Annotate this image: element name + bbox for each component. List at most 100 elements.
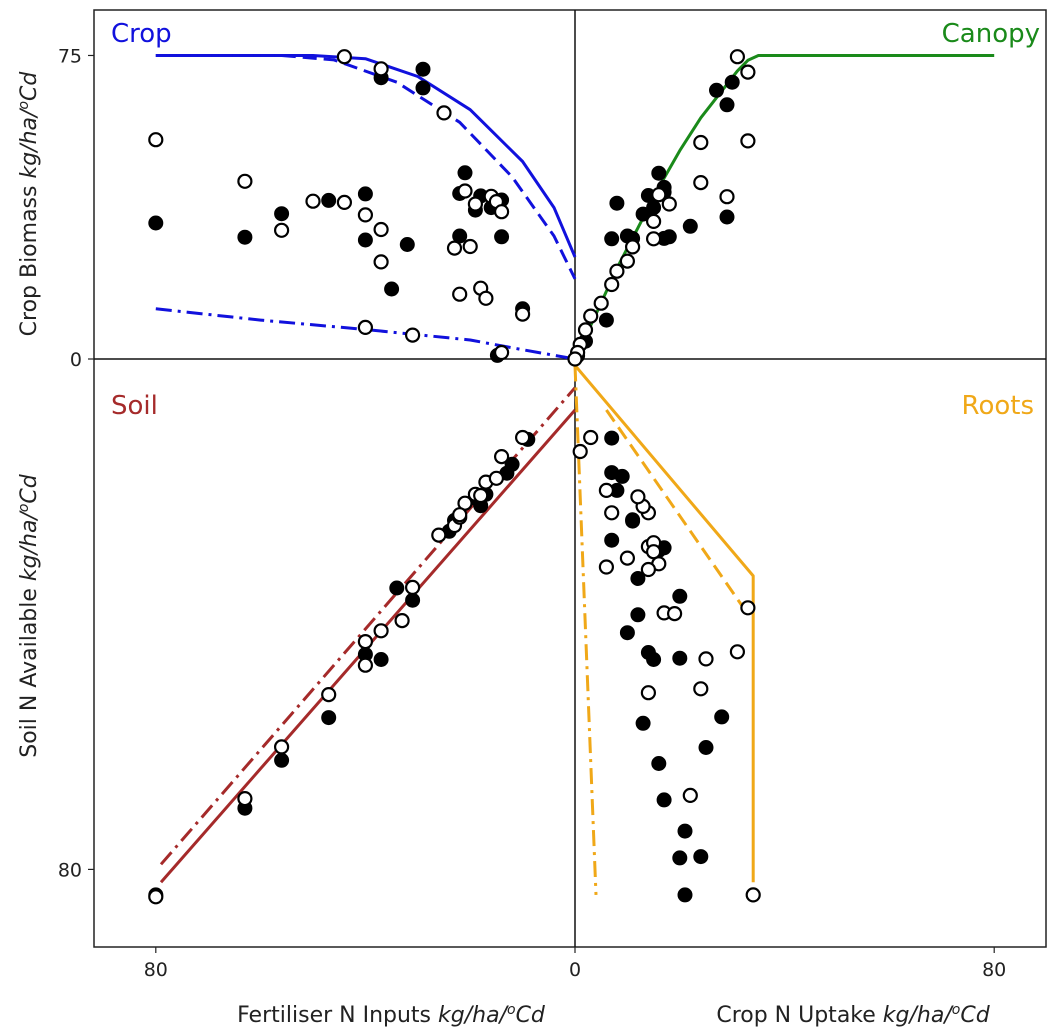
data-point-filled — [709, 82, 724, 98]
data-point-open — [630, 489, 646, 505]
data-point-filled — [415, 61, 431, 77]
data-point-filled — [630, 607, 646, 623]
data-point-filled — [635, 206, 651, 222]
data-point-open — [274, 222, 290, 238]
data-point-open — [405, 579, 421, 596]
data-point-open — [357, 633, 373, 650]
data-point-open — [457, 183, 473, 199]
data-point-filled — [619, 625, 635, 641]
data-point-open — [488, 470, 504, 486]
data-point-open — [373, 61, 389, 77]
data-point-open — [745, 887, 761, 903]
plot-frame — [93, 9, 1047, 948]
data-point-filled — [274, 206, 290, 222]
data-point-open — [619, 253, 636, 269]
data-point-open — [357, 319, 373, 335]
data-point-open — [740, 64, 756, 80]
data-point-filled — [630, 571, 646, 586]
data-point-open — [604, 505, 620, 521]
x-label-right: Crop N Uptake kg/ha/oCd — [716, 1002, 990, 1028]
data-point-open — [373, 254, 389, 270]
y-label-top: Crop Biomass kg/ha/oCd — [16, 71, 42, 337]
data-point-filled — [384, 281, 400, 297]
data-point-open — [514, 306, 531, 322]
quadrant-label-roots: Roots — [962, 391, 1034, 421]
data-point-open — [305, 193, 321, 209]
data-point-open — [567, 351, 583, 367]
data-point-filled — [656, 792, 672, 808]
data-point-open — [336, 194, 352, 210]
data-point-filled — [672, 588, 688, 604]
data-point-filled — [604, 231, 620, 247]
data-point-open — [593, 295, 609, 311]
data-point-open — [645, 544, 662, 560]
data-point-open — [473, 487, 489, 504]
data-point-filled — [682, 218, 698, 234]
data-point-open — [452, 286, 468, 302]
data-point-filled — [389, 580, 405, 596]
data-point-filled — [677, 823, 693, 839]
data-point-filled — [724, 74, 740, 90]
data-point-filled — [672, 850, 688, 866]
data-point-open — [478, 290, 494, 306]
data-point-open — [645, 231, 662, 247]
data-point-open — [394, 612, 410, 629]
y-tick-label: 75 — [58, 45, 82, 67]
data-point-filled — [614, 468, 630, 484]
data-point-open — [619, 550, 636, 566]
data-point-open — [719, 189, 735, 205]
data-point-open — [729, 49, 746, 65]
series-line-soil-dashdot — [159, 386, 577, 866]
data-point-open — [572, 443, 588, 460]
data-point-open — [237, 790, 253, 807]
data-point-open — [431, 527, 447, 543]
data-point-filled — [672, 650, 688, 666]
data-point-open — [729, 644, 746, 660]
y-label-bottom: Soil N Available kg/ha/oCd — [16, 473, 42, 758]
data-point-open — [651, 187, 667, 203]
data-point-open — [274, 739, 290, 755]
data-point-open — [693, 134, 709, 151]
data-point-open — [446, 240, 463, 256]
data-point-filled — [677, 887, 693, 903]
data-point-open — [740, 600, 756, 616]
data-point-filled — [661, 229, 677, 245]
data-point-open — [609, 263, 625, 279]
data-point-filled — [719, 97, 735, 113]
data-point-open — [661, 196, 677, 212]
x-tick-label: 80 — [982, 959, 1006, 981]
data-point-open — [237, 173, 253, 189]
data-point-filled — [357, 232, 373, 248]
data-point-filled — [504, 456, 520, 472]
data-point-filled — [640, 645, 656, 660]
data-point-filled — [237, 229, 253, 245]
data-point-open — [577, 322, 594, 338]
data-point-open — [494, 204, 510, 220]
data-point-open — [467, 196, 483, 212]
data-point-filled — [494, 229, 510, 245]
data-point-open — [583, 429, 599, 446]
data-point-open — [682, 787, 698, 804]
data-point-open — [436, 105, 452, 121]
series-line-crop-dashed — [155, 54, 577, 280]
data-point-open — [624, 239, 641, 255]
data-point-open — [693, 681, 709, 697]
data-point-open — [598, 559, 615, 575]
data-point-filled — [399, 237, 415, 252]
data-point-open — [666, 605, 683, 622]
quadrant-label-crop: Crop — [111, 19, 172, 49]
data-point-open — [462, 238, 478, 255]
data-point-open — [740, 133, 756, 149]
series-line-canopy-solid — [573, 54, 995, 360]
data-point-filled — [405, 592, 421, 608]
series-line-roots-solid — [573, 364, 755, 883]
data-point-filled — [321, 192, 337, 208]
data-point-filled — [604, 430, 620, 446]
data-point-open — [373, 623, 389, 639]
series-line-roots-dashdot — [573, 365, 598, 895]
data-point-filled — [148, 215, 164, 231]
data-point-open — [357, 207, 373, 223]
quadrant-label-canopy: Canopy — [942, 19, 1040, 49]
data-point-filled — [651, 756, 667, 771]
data-point-filled — [651, 165, 667, 181]
